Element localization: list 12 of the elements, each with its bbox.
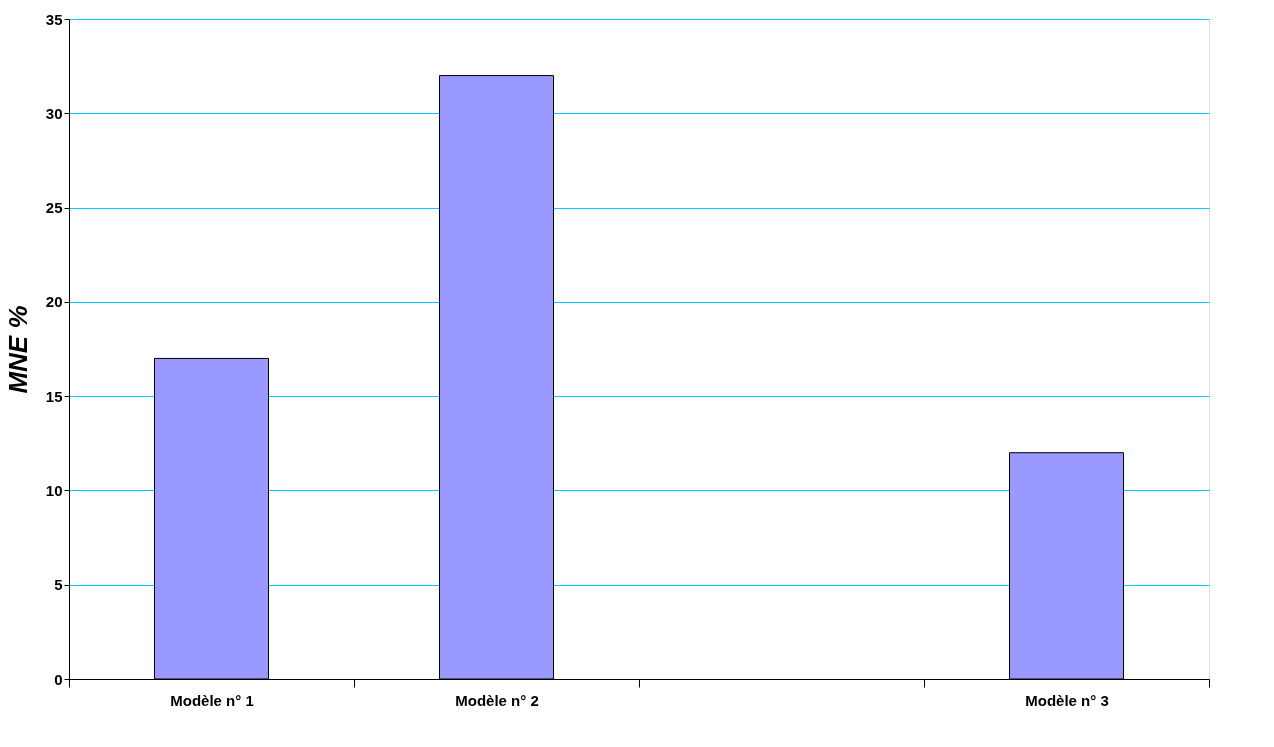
y-tick-label: 30 bbox=[45, 104, 63, 122]
y-tick-label: 15 bbox=[45, 387, 63, 405]
y-tick-label: 0 bbox=[54, 670, 63, 688]
y-tick-label: 10 bbox=[45, 481, 63, 499]
y-tick-label: 35 bbox=[45, 10, 63, 28]
x-tick-label: Modèle n° 2 bbox=[455, 691, 539, 709]
y-tick-label: 5 bbox=[54, 576, 63, 594]
y-tick-label: 25 bbox=[45, 199, 63, 217]
x-tick-label: Modèle n° 3 bbox=[1025, 691, 1109, 709]
x-tick-label: Modèle n° 1 bbox=[170, 691, 254, 709]
y-axis-title: MNE % bbox=[2, 305, 33, 394]
y-tick-label: 20 bbox=[45, 293, 63, 311]
